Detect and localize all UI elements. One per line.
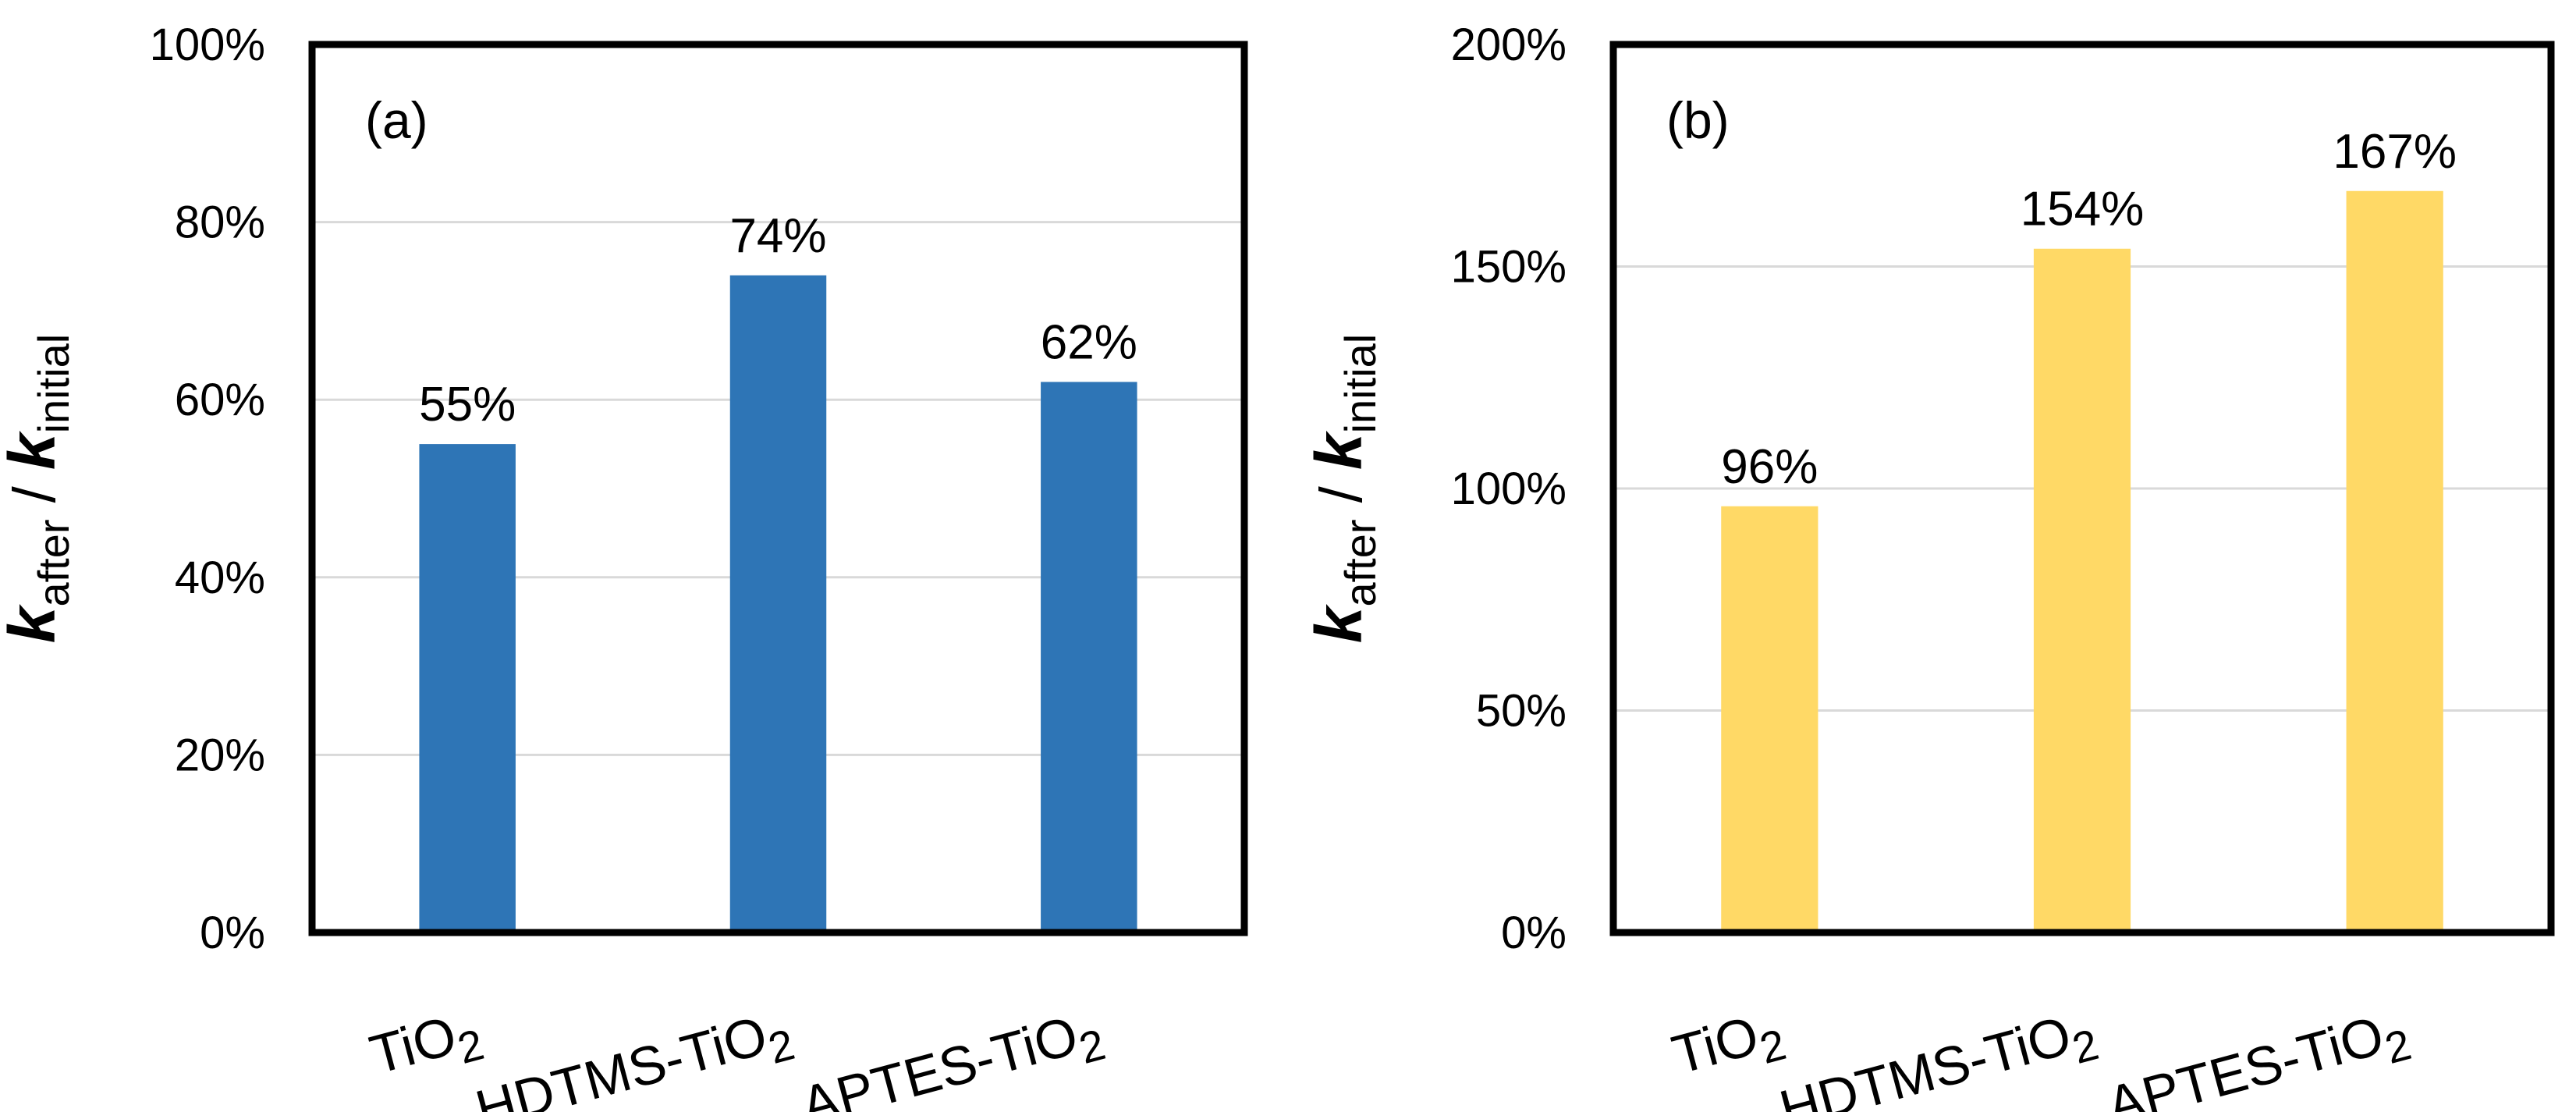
y-tick-label: 40% [175,552,265,603]
x-tick-label: HDTMS-TiO2 [470,998,800,1112]
chart-panel-b: 96% 154% 167% 0% 50% 100% 150% 200% (b) TiO2HDTMS… [1302,20,2555,1112]
y-tick-label: 50% [1476,686,1567,737]
bar-b-3 [2346,190,2443,933]
bar-a-1 [419,444,516,933]
y-tick-label: 0% [200,908,265,958]
bar-a-2 [729,275,827,933]
chart-panel-a: 55% 74% 62% 0% 20% 40% 60% 80% 100% (a) TiO2HDTMS-… [0,20,1248,1112]
y-tick-label: 0% [1501,908,1567,958]
data-label-a-2: 74% [729,209,826,263]
y-tick-label: 200% [1451,20,1567,70]
y-tick-label: 150% [1451,242,1567,293]
x-tick-label: APTES-TiO2 [795,998,1110,1112]
bar-b-2 [2033,248,2131,933]
y-tick-label: 60% [175,375,265,425]
data-label-b-1: 96% [1721,440,1818,494]
bar-a-3 [1041,382,1137,933]
x-tick-label: APTES-TiO2 [2101,998,2416,1112]
y-tick-label: 100% [150,20,265,70]
data-label-a-3: 62% [1041,315,1137,369]
y-axis-label: kafter / kinitial [0,334,78,643]
panel-label-a: (a) [365,91,428,149]
x-tick-label: HDTMS-TiO2 [1773,998,2103,1112]
data-label-a-1: 55% [419,378,516,432]
y-tick-label: 20% [175,730,265,780]
plot-frame [1609,41,2555,936]
y-axis-label: kafter / kinitial [1302,334,1385,643]
x-tick-label: TiO2 [364,998,488,1095]
bar-b-1 [1721,506,1818,933]
data-label-b-2: 154% [2021,183,2145,236]
y-tick-label: 80% [175,197,265,248]
x-tick-label: TiO2 [1666,998,1791,1095]
y-tick-label: 100% [1451,464,1567,514]
plot-frame [308,41,1248,936]
data-label-b-3: 167% [2333,125,2457,179]
panel-label-b: (b) [1666,91,1730,149]
